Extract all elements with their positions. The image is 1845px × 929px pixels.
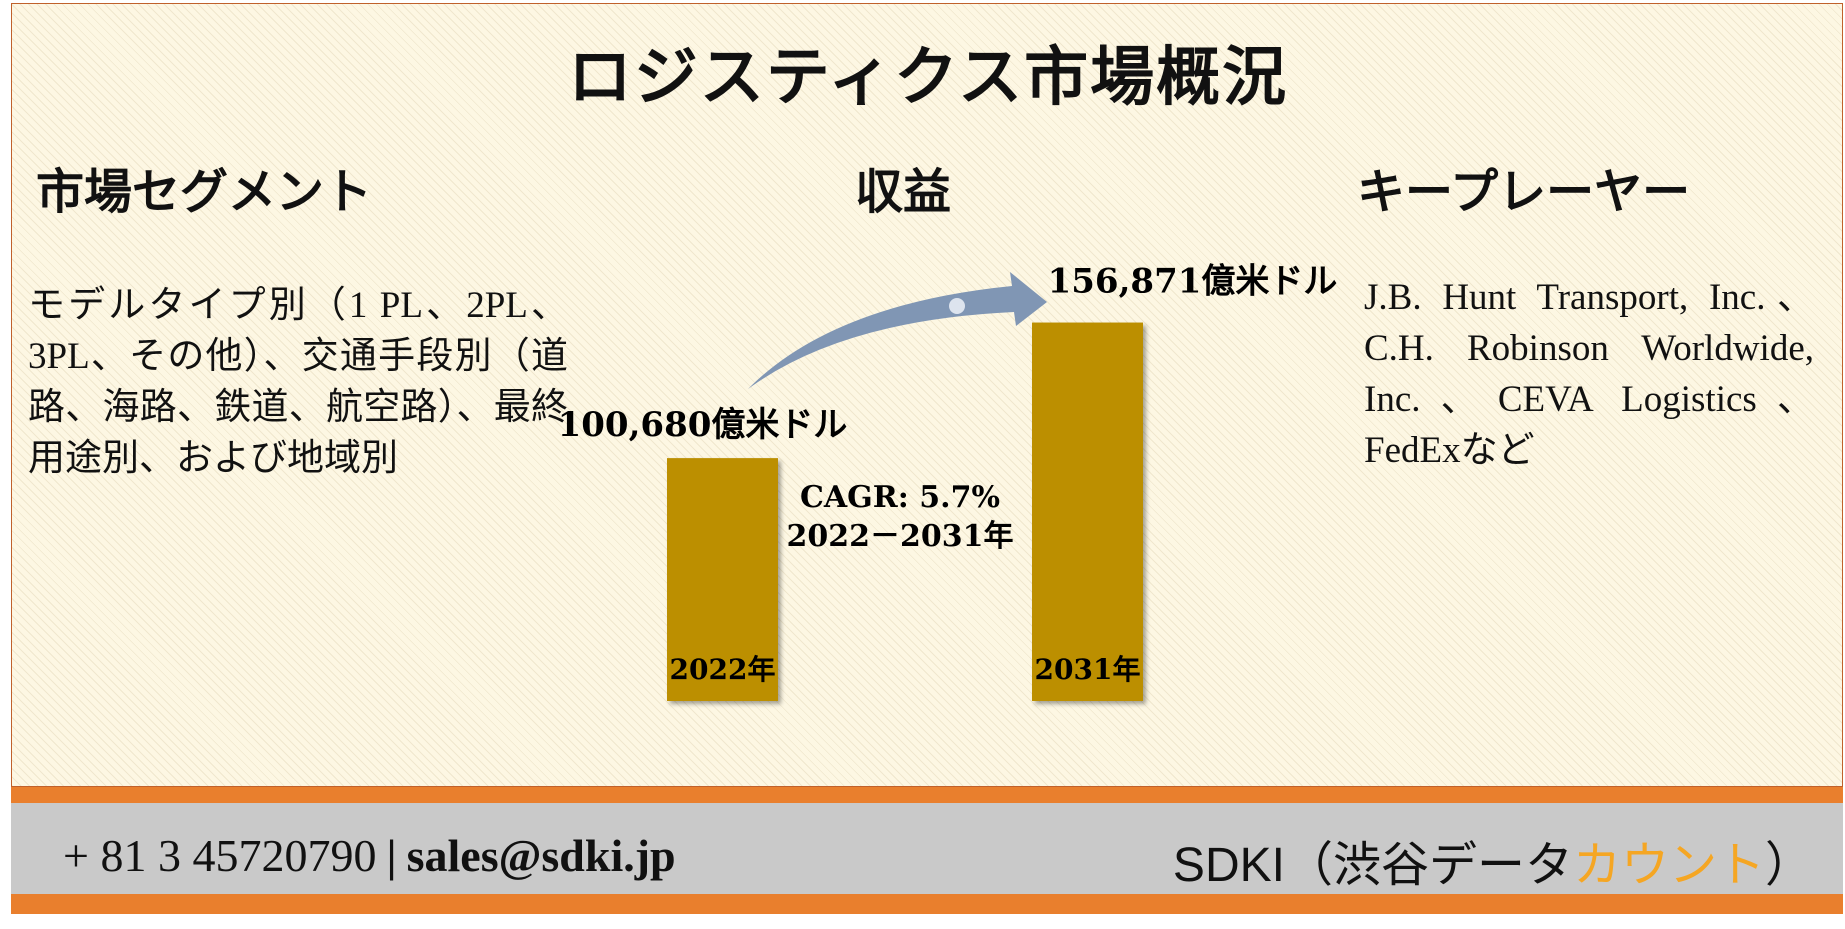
cagr-period-label: 2022－2031年 [787, 519, 1014, 554]
brand-name: SDKI（渋谷データカウント） [1173, 825, 1813, 895]
bar-category-label-1: 2031年 [1035, 653, 1141, 686]
contact-info: + 81 3 45720790 | sales@sdki.jp [63, 829, 676, 882]
players-heading: キープレーヤー [1357, 164, 1691, 220]
footer-bar: + 81 3 45720790 | sales@sdki.jp SDKI（渋谷データ… [11, 787, 1843, 914]
bar-category-label-0: 2022年 [670, 653, 776, 686]
slide-panel: ロジスティクス市場概況 市場セグメント 収益 キープレーヤー モデルタイプ別（1… [11, 3, 1843, 787]
brand-main-text: SDKI（渋谷データ [1172, 839, 1573, 892]
brand-end-text: ） [1764, 839, 1813, 892]
bar-value-label-0: 100,680億米ドル [558, 405, 848, 445]
segment-description: モデルタイプ別（1 PL、2PL、3PL、その他）、交通手段別（道路、海路、鉄道… [28, 285, 568, 479]
revenue-heading: 収益 [854, 164, 951, 220]
arrow-highlight-dot [949, 298, 965, 314]
bar-0 [667, 458, 778, 701]
cagr-label: CAGR: 5.7% [800, 480, 1000, 515]
bar-value-label-1: 156,871億米ドル [1048, 262, 1338, 302]
footer-panel: + 81 3 45720790 | sales@sdki.jp SDKI（渋谷データ… [11, 803, 1843, 894]
contact-separator: | [386, 830, 397, 881]
segment-heading: 市場セグメント [36, 164, 373, 220]
brand-accent-text: カウント [1572, 839, 1765, 892]
page-title: ロジスティクス市場概況 [567, 40, 1289, 115]
phone-number[interactable]: + 81 3 45720790 [63, 830, 377, 881]
email-link[interactable]: sales@sdki.jp [406, 830, 676, 881]
players-description: J.B. Hunt Transport, Inc.、C.H. Robinson … [1364, 277, 1814, 471]
bar-1 [1032, 322, 1143, 701]
growth-arrow-icon [748, 272, 1047, 389]
revenue-chart: 2022年 100,680億米ドル 2031年 156,871億米ドル CAGR: 5… [558, 262, 1338, 701]
